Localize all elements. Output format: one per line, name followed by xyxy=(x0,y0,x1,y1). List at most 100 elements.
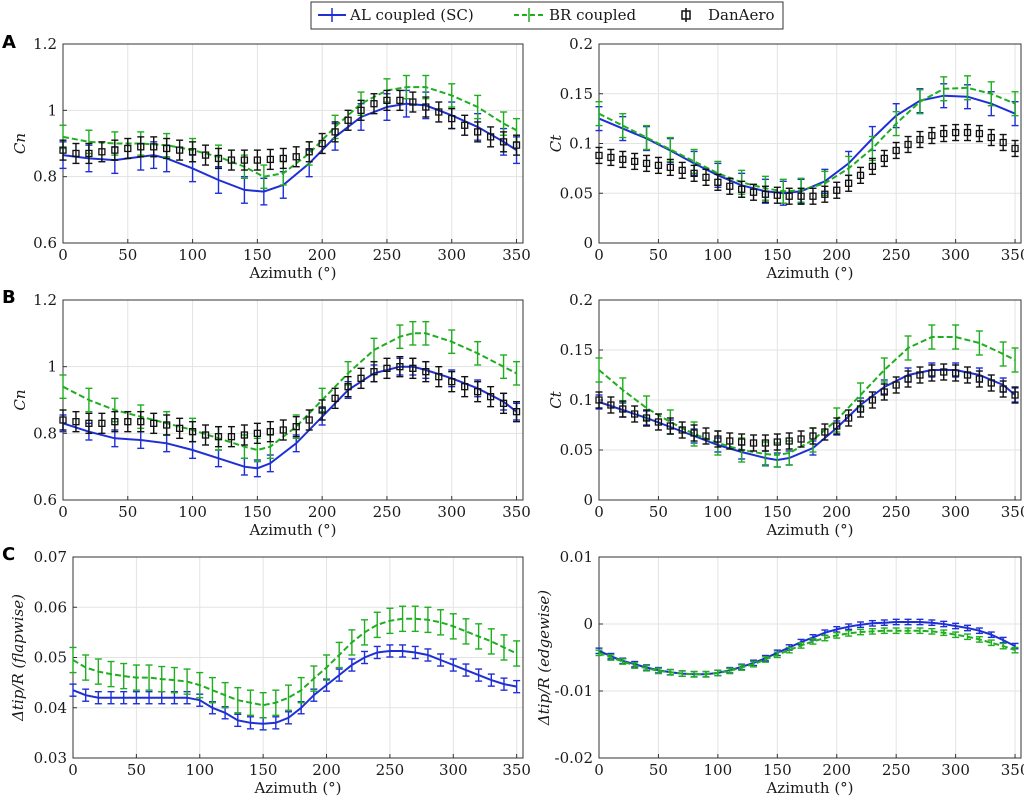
x-tick-label: 200 xyxy=(822,503,851,521)
data-point xyxy=(797,435,805,443)
data-point xyxy=(631,157,639,166)
y-tick-label: 0.05 xyxy=(560,184,593,202)
y-tick-label: 0.15 xyxy=(560,85,593,103)
data-point xyxy=(422,368,430,376)
data-point xyxy=(690,429,698,437)
legend-entry-br: BR coupled xyxy=(514,6,636,24)
data-point xyxy=(357,374,365,382)
data-point xyxy=(702,173,710,181)
series-line xyxy=(62,332,517,452)
data-point xyxy=(279,154,287,163)
y-tick-label: 0 xyxy=(583,234,593,252)
x-tick-label: 250 xyxy=(373,503,402,521)
x-tick-label: 150 xyxy=(763,761,792,779)
data-point xyxy=(111,146,119,154)
x-tick-label: 300 xyxy=(941,761,970,779)
series-line xyxy=(62,86,517,178)
x-tick-label: 150 xyxy=(763,503,792,521)
data-point xyxy=(856,171,865,179)
x-tick-label: 50 xyxy=(649,246,668,264)
data-point xyxy=(749,439,758,447)
x-tick-label: 200 xyxy=(308,246,337,264)
x-tick-label: 300 xyxy=(941,246,970,264)
x-tick-label: 350 xyxy=(502,503,531,521)
x-tick-label: 300 xyxy=(437,503,466,521)
data-point xyxy=(137,418,145,426)
y-tick-label: 0.1 xyxy=(569,391,593,409)
data-point xyxy=(163,144,171,153)
data-point xyxy=(844,179,853,187)
data-point xyxy=(987,133,995,142)
y-tick-label: 0.2 xyxy=(569,35,593,53)
panel-label-b: B xyxy=(2,287,16,308)
data-point xyxy=(486,393,495,401)
x-axis-label: Azimuth (°) xyxy=(765,779,853,797)
x-tick-label: 100 xyxy=(185,761,214,779)
data-point xyxy=(331,394,339,402)
series-al-coupled-sc- xyxy=(69,644,521,731)
x-axis-label: Azimuth (°) xyxy=(765,521,853,539)
data-point xyxy=(868,162,877,171)
data-point xyxy=(690,169,698,178)
x-tick-label: 100 xyxy=(178,246,207,264)
x-tick-label: 250 xyxy=(882,246,911,264)
x-tick-label: 150 xyxy=(763,246,792,264)
legend-marker-danaero xyxy=(681,10,691,20)
series-br-coupled xyxy=(69,605,521,719)
series-line xyxy=(598,86,1016,193)
data-point xyxy=(666,422,674,430)
series-line xyxy=(72,617,518,707)
y-tick-label: 0.6 xyxy=(33,234,57,252)
data-point xyxy=(619,405,627,413)
data-point xyxy=(383,364,391,372)
data-point xyxy=(111,418,119,426)
series-danaero xyxy=(595,363,1019,452)
data-point xyxy=(833,422,841,430)
x-axis-label: Azimuth (°) xyxy=(248,521,336,539)
data-point xyxy=(904,375,912,383)
data-point xyxy=(422,103,430,111)
data-point xyxy=(499,399,508,407)
data-point xyxy=(761,190,770,198)
data-point xyxy=(512,408,521,416)
data-point xyxy=(227,156,236,164)
data-point xyxy=(595,151,603,160)
y-axis-label: Ct xyxy=(547,390,565,408)
x-tick-label: 250 xyxy=(882,761,911,779)
data-point xyxy=(292,153,300,161)
y-tick-label: 0.8 xyxy=(33,168,57,186)
data-point xyxy=(461,121,469,129)
data-point xyxy=(499,138,508,146)
x-tick-label: 150 xyxy=(249,761,278,779)
data-point xyxy=(666,163,674,172)
data-point xyxy=(344,116,352,124)
x-tick-label: 200 xyxy=(822,761,851,779)
data-point xyxy=(188,148,197,156)
data-point xyxy=(963,371,972,379)
data-point xyxy=(654,161,663,170)
data-point xyxy=(175,146,184,154)
data-point xyxy=(370,100,378,108)
data-point xyxy=(654,418,663,426)
data-point xyxy=(880,388,888,396)
data-point xyxy=(714,435,722,443)
y-axis-label: Ct xyxy=(547,134,565,152)
y-tick-label: 1 xyxy=(47,101,57,119)
data-point xyxy=(435,108,443,116)
data-point xyxy=(124,418,132,426)
series-line xyxy=(598,94,1016,195)
x-axis-label: Azimuth (°) xyxy=(253,779,341,797)
data-point xyxy=(409,98,417,106)
data-point xyxy=(473,388,482,396)
data-point xyxy=(856,405,865,413)
data-point xyxy=(726,437,734,445)
y-tick-label: -0.01 xyxy=(555,682,593,700)
data-point xyxy=(240,431,249,439)
series-line xyxy=(598,621,1016,676)
data-point xyxy=(892,146,900,155)
x-tick-label: 50 xyxy=(118,246,137,264)
data-point xyxy=(72,418,80,426)
data-point xyxy=(607,153,615,162)
y-tick-label: 1.2 xyxy=(33,291,57,309)
